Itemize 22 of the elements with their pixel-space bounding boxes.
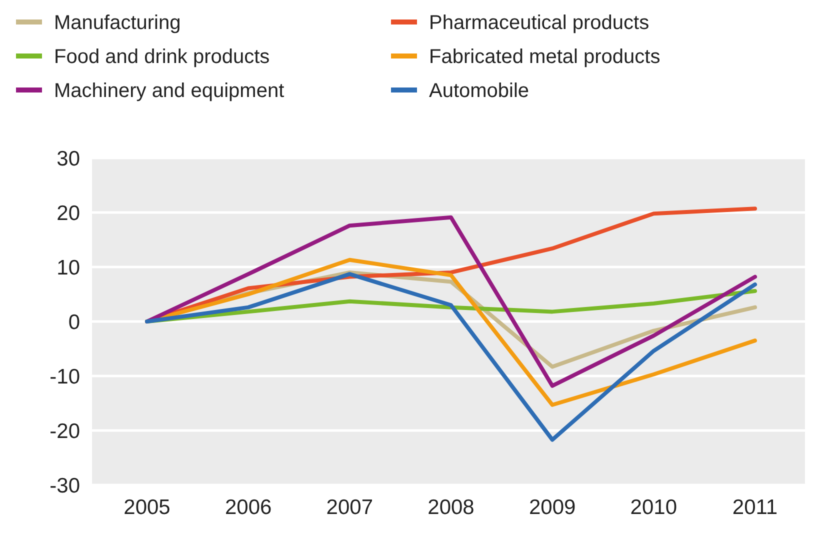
legend-label: Fabricated metal products [429, 46, 660, 68]
y-tick-label: 10 [56, 256, 80, 280]
x-tick-label: 2008 [428, 496, 474, 519]
y-tick-label: 0 [68, 310, 80, 334]
y-tick-label: 20 [56, 202, 80, 225]
line-series [145, 215, 757, 388]
legend-label: Machinery and equipment [54, 80, 285, 102]
x-tick-label: 2006 [224, 496, 272, 519]
x-tick-label: 2009 [528, 496, 576, 519]
x-tick-label: 2005 [124, 496, 170, 519]
y-tick-label: 30 [56, 147, 80, 170]
x-tick-label: 2007 [326, 496, 374, 519]
legend-label: Manufacturing [54, 12, 181, 34]
x-tick-label: 2011 [732, 496, 778, 519]
y-tick-label: -20 [50, 420, 80, 443]
y-tick-label: -10 [50, 365, 80, 388]
legend-label: Food and drink products [54, 46, 270, 68]
line-series [145, 272, 757, 442]
legend-label: Automobile [429, 80, 530, 102]
y-tick-label: -30 [50, 474, 80, 498]
x-tick-label: 2010 [630, 496, 678, 519]
legend-label: Pharmaceutical products [429, 12, 650, 34]
